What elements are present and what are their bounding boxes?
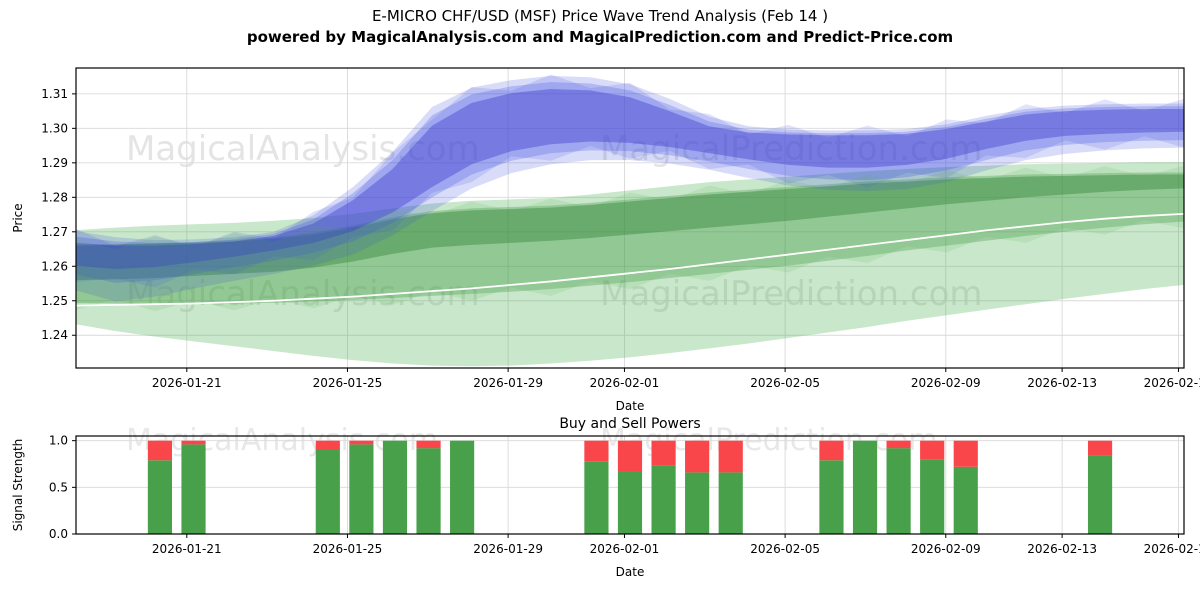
- watermark-text: MagicalPrediction.com: [600, 129, 983, 169]
- buy-power-bar[interactable]: [651, 465, 676, 534]
- buy-power-bar[interactable]: [584, 461, 609, 534]
- buy-power-bar[interactable]: [349, 444, 374, 534]
- price-x-tick-label: 2026-01-21: [152, 376, 222, 390]
- buy-sell-powers-svg: MagicalAnalysis.com MagicalPrediction.com…: [11, 416, 1200, 579]
- buy-power-bar[interactable]: [852, 440, 878, 534]
- signal-panel-title: Buy and Sell Powers: [559, 416, 700, 432]
- price-y-tick-label: 1.28: [41, 190, 68, 204]
- blue-outer-band: [76, 75, 1184, 302]
- green-core-band: [76, 174, 1184, 281]
- sell-power-bar[interactable]: [617, 440, 643, 472]
- signal-x-tick-label: 2026-01-21: [152, 542, 222, 556]
- buy-power-bar[interactable]: [617, 471, 643, 534]
- price-x-axis-label: Date: [616, 399, 645, 410]
- signal-plot-border: [75, 435, 1185, 535]
- signal-x-tick-label: 2026-02-01: [590, 542, 660, 556]
- price-wave-chart-panel: MagicalAnalysis.com MagicalPrediction.com…: [0, 50, 1200, 410]
- buy-power-bar[interactable]: [315, 450, 340, 534]
- blue-core-band: [76, 89, 1184, 270]
- buy-power-bar[interactable]: [416, 448, 441, 534]
- buy-power-bar[interactable]: [450, 440, 475, 534]
- price-y-tick-label: 1.30: [41, 121, 68, 135]
- watermark-text: MagicalAnalysis.com: [126, 274, 480, 314]
- sell-power-bar[interactable]: [416, 440, 441, 449]
- white-trend-line: [76, 212, 1184, 307]
- sell-power-bar[interactable]: [147, 440, 173, 461]
- sell-power-bar[interactable]: [685, 440, 710, 473]
- price-x-tick-label: 2026-02-17: [1144, 376, 1200, 390]
- signal-x-tick-label: 2026-01-29: [473, 542, 543, 556]
- sell-power-bar[interactable]: [718, 440, 743, 473]
- blue-wave-overlay: [76, 74, 1184, 288]
- sell-power-bar[interactable]: [953, 440, 978, 467]
- signal-x-tick-label: 2026-02-13: [1027, 542, 1097, 556]
- signal-x-tick-label: 2026-02-09: [911, 542, 981, 556]
- price-y-tick-label: 1.27: [41, 225, 68, 239]
- sell-power-bar[interactable]: [584, 440, 609, 462]
- price-y-tick-label: 1.31: [41, 87, 68, 101]
- price-wave-svg: MagicalAnalysis.com MagicalPrediction.com…: [11, 67, 1200, 410]
- green-outer-band: [76, 162, 1184, 367]
- green-wave-overlay: [76, 165, 1184, 312]
- sell-power-bar[interactable]: [651, 440, 676, 466]
- watermark-text: MagicalAnalysis.com: [126, 129, 480, 169]
- blue-mid-band: [76, 82, 1184, 283]
- price-x-tick-label: 2026-01-25: [313, 376, 383, 390]
- watermark-text: MagicalPrediction.com: [600, 274, 983, 314]
- sell-power-bar[interactable]: [315, 440, 340, 450]
- buy-power-bar[interactable]: [1087, 455, 1113, 534]
- price-y-tick-label: 1.24: [41, 328, 68, 342]
- signal-y-tick-label: 0.0: [49, 527, 68, 541]
- price-x-tick-label: 2026-02-05: [750, 376, 820, 390]
- signal-y-axis-label: Signal Strength: [11, 439, 25, 532]
- signal-x-tick-label: 2026-02-05: [750, 542, 820, 556]
- sell-power-bar[interactable]: [181, 440, 206, 445]
- buy-sell-powers-panel: MagicalAnalysis.com MagicalPrediction.com…: [0, 412, 1200, 600]
- sell-power-bar[interactable]: [349, 440, 374, 445]
- page-title: E-MICRO CHF/USD (MSF) Price Wave Trend A…: [371, 7, 829, 25]
- buy-power-bar[interactable]: [718, 472, 743, 534]
- buy-power-bar[interactable]: [685, 472, 710, 534]
- buy-power-bar[interactable]: [819, 460, 844, 534]
- price-plot-border: [75, 67, 1185, 369]
- green-inner-band: [76, 172, 1184, 305]
- chart-title-block: E-MICRO CHF/USD (MSF) Price Wave Trend A…: [0, 6, 1200, 48]
- buy-power-bar[interactable]: [147, 460, 173, 534]
- price-x-tick-label: 2026-02-01: [590, 376, 660, 390]
- signal-y-tick-label: 1.0: [49, 434, 68, 448]
- sell-power-bar[interactable]: [1087, 440, 1113, 456]
- price-y-tick-label: 1.25: [41, 294, 68, 308]
- sell-power-bar[interactable]: [920, 440, 945, 460]
- price-y-tick-label: 1.29: [41, 156, 68, 170]
- signal-x-tick-label: 2026-01-25: [313, 542, 383, 556]
- price-x-tick-label: 2026-02-09: [911, 376, 981, 390]
- buy-power-bar[interactable]: [382, 440, 408, 534]
- signal-x-axis-label: Date: [616, 565, 645, 579]
- price-y-axis-label: Price: [11, 203, 25, 232]
- buy-power-bar[interactable]: [920, 459, 945, 534]
- buy-power-bar[interactable]: [886, 448, 911, 534]
- buy-power-bar[interactable]: [181, 444, 206, 534]
- price-x-tick-label: 2026-01-29: [473, 376, 543, 390]
- signal-x-tick-label: 2026-02-17: [1144, 542, 1200, 556]
- sell-power-bar[interactable]: [886, 440, 911, 449]
- buy-power-bar[interactable]: [953, 466, 978, 534]
- signal-y-tick-label: 0.5: [49, 480, 68, 494]
- page-subtitle: powered by MagicalAnalysis.com and Magic…: [246, 28, 954, 46]
- price-y-tick-label: 1.26: [41, 259, 68, 273]
- sell-power-bar[interactable]: [819, 440, 844, 461]
- price-x-tick-label: 2026-02-13: [1027, 376, 1097, 390]
